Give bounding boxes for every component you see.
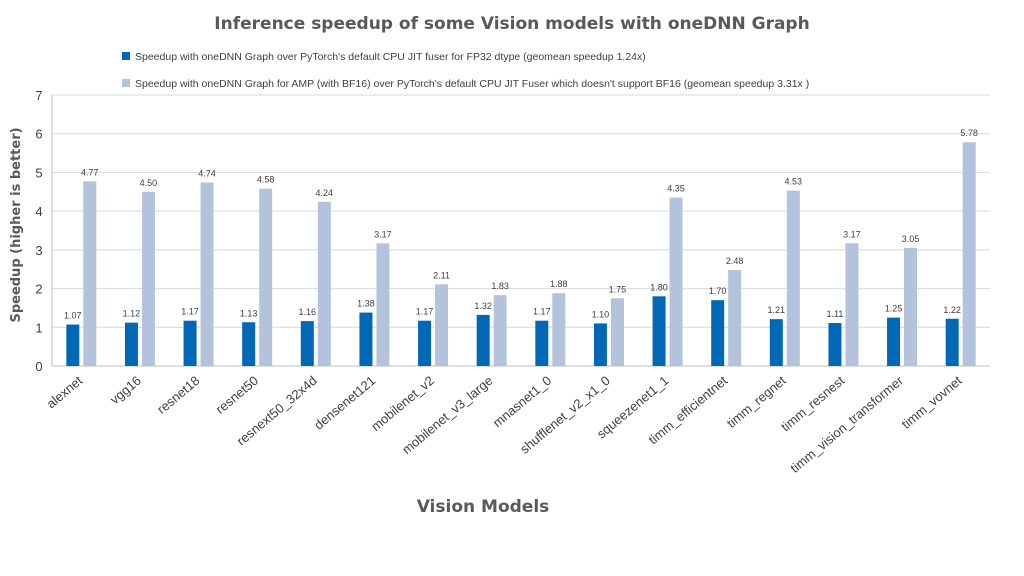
bar-bf16 (962, 142, 976, 366)
x-tick-label: resnet18 (154, 373, 202, 417)
data-label-fp32: 1.11 (827, 309, 844, 319)
data-label-bf16: 4.53 (785, 177, 803, 187)
bar-fp32 (828, 323, 842, 366)
data-label-fp32: 1.17 (181, 307, 199, 317)
data-label-fp32: 1.10 (592, 309, 610, 319)
bar-bf16 (845, 243, 859, 366)
data-labels: 1.07 4.77 1.12 4.50 1.17 4.74 1.13 4.58 1.16 4.24… (64, 128, 978, 320)
bar-fp32 (887, 317, 901, 366)
bar-bf16 (141, 191, 155, 366)
bar-fp32 (66, 324, 80, 366)
category-labels: alexnet vgg16 resnet18 resnet50resnext50_32… (43, 372, 964, 475)
bar-bf16 (83, 181, 97, 366)
bar-fp32 (124, 322, 138, 366)
bar-bf16 (493, 295, 507, 366)
data-label-bf16: 3.05 (902, 234, 920, 244)
x-axis-label: Vision Models (417, 497, 550, 517)
bar-fp32 (359, 312, 373, 366)
bar-fp32 (769, 319, 783, 366)
data-label-bf16: 2.11 (433, 270, 450, 280)
data-label-fp32: 1.32 (474, 301, 492, 311)
chart-title: Inference speedup of some Vision models … (214, 14, 809, 34)
legend-swatch-fp32 (122, 52, 130, 60)
legend: Speedup with oneDNN Graph over PyTorch's… (122, 51, 809, 90)
bar-fp32 (535, 320, 549, 366)
bar-bf16 (669, 197, 683, 366)
y-tick-label: 5 (35, 165, 42, 180)
bar-bf16 (786, 190, 800, 366)
y-tick-label: 6 (35, 127, 42, 142)
data-label-bf16: 4.24 (316, 188, 334, 198)
y-tick-label: 3 (35, 243, 42, 258)
data-label-bf16: 5.78 (960, 128, 978, 138)
data-label-fp32: 1.12 (123, 309, 141, 319)
data-label-bf16: 2.48 (726, 256, 744, 266)
data-label-bf16: 1.88 (550, 279, 568, 289)
data-label-bf16: 4.58 (257, 175, 275, 185)
data-label-bf16: 1.83 (491, 281, 509, 291)
bar-fp32 (476, 314, 490, 366)
bar-fp32 (593, 323, 607, 366)
data-label-fp32: 1.13 (240, 308, 258, 318)
x-tick-label: resnet50 (213, 373, 261, 417)
y-axis-ticks: 0 1 2 3 4 5 6 7 (35, 88, 42, 374)
y-tick-label: 7 (35, 88, 42, 103)
bars (66, 142, 976, 366)
data-label-bf16: 3.17 (843, 229, 861, 239)
y-tick-label: 4 (35, 204, 42, 219)
bar-bf16 (317, 201, 331, 366)
bar-bf16 (552, 293, 566, 366)
data-label-bf16: 4.35 (667, 184, 685, 194)
bar-fp32 (652, 296, 666, 366)
data-label-bf16: 4.50 (140, 178, 158, 188)
x-tick-label: alexnet (43, 373, 85, 412)
y-tick-label: 0 (35, 359, 42, 374)
legend-swatch-bf16 (122, 79, 130, 87)
data-label-fp32: 1.17 (416, 307, 434, 317)
data-label-fp32: 1.70 (709, 286, 727, 296)
bar-bf16 (610, 298, 624, 366)
legend-label-fp32: Speedup with oneDNN Graph over PyTorch's… (135, 51, 646, 63)
bar-bf16 (728, 269, 742, 366)
bar-fp32 (242, 322, 256, 366)
data-label-fp32: 1.21 (768, 305, 786, 315)
bar-bf16 (376, 243, 390, 366)
data-label-fp32: 1.38 (357, 299, 375, 309)
y-tick-label: 1 (35, 320, 42, 335)
x-tick-label: timm_vovnet (899, 373, 965, 432)
bar-bf16 (200, 182, 214, 366)
data-label-fp32: 1.25 (885, 304, 903, 314)
bar-fp32 (711, 300, 725, 366)
data-label-bf16: 3.17 (374, 229, 392, 239)
data-label-fp32: 1.22 (943, 305, 961, 315)
x-tick-label: timm_vision_transformer (787, 372, 906, 475)
data-label-bf16: 4.77 (81, 167, 99, 177)
data-label-fp32: 1.80 (650, 282, 668, 292)
bar-fp32 (945, 318, 959, 366)
data-label-fp32: 1.07 (64, 311, 82, 321)
bar-fp32 (418, 320, 432, 366)
y-axis-label: Speedup (higher is better) (9, 127, 24, 322)
data-label-fp32: 1.16 (299, 307, 317, 317)
bar-bf16 (904, 247, 918, 366)
data-label-bf16: 1.75 (609, 284, 627, 294)
y-tick-label: 2 (35, 282, 42, 297)
bar-fp32 (300, 321, 314, 366)
legend-label-bf16: Speedup with oneDNN Graph for AMP (with … (135, 78, 809, 90)
data-label-bf16: 4.74 (198, 168, 216, 178)
data-label-fp32: 1.17 (533, 307, 551, 317)
bar-fp32 (183, 320, 197, 366)
bar-bf16 (259, 188, 273, 366)
x-tick-label: vgg16 (107, 373, 144, 407)
bar-bf16 (435, 284, 449, 366)
